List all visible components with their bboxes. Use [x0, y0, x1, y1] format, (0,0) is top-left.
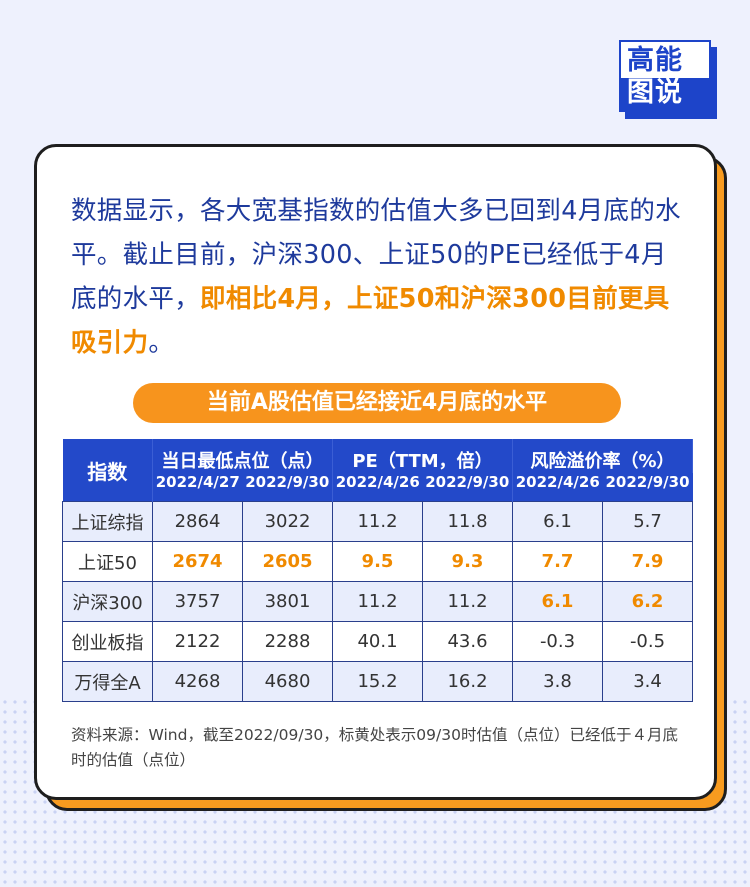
table-cell: 15.2 — [332, 661, 423, 702]
logo-bottom-band — [621, 78, 709, 110]
table-cell: 2122 — [152, 621, 243, 662]
table-row: 上证50 2674 2605 9.5 9.3 7.7 7.9 — [62, 541, 694, 582]
intro-end: 。 — [148, 328, 175, 358]
table-cell-highlighted: 6.1 — [512, 581, 603, 622]
table-cell: 3022 — [242, 501, 333, 542]
logo-frame: 高能 图说 — [619, 40, 711, 112]
table-cell: 4268 — [152, 661, 243, 702]
index-name: 上证50 — [62, 541, 153, 582]
table-row: 上证综指 2864 3022 11.2 11.8 6.1 5.7 — [62, 501, 694, 542]
table-cell: 2288 — [242, 621, 333, 662]
table-cell-highlighted: 7.9 — [601, 541, 694, 582]
table-cell-highlighted: 6.2 — [601, 581, 694, 622]
intro-text: 数据显示，各大宽基指数的估值大多已回到4月底的水平。截止目前，沪深300、上证5… — [71, 196, 681, 314]
table-cell: -0.3 — [512, 621, 603, 662]
table-cell: 4680 — [242, 661, 333, 702]
source-note: 资料来源：Wind，截至2022/09/30，标黄处表示09/30时估值（点位）… — [71, 726, 678, 769]
table-cell-highlighted: 2605 — [242, 541, 333, 582]
index-header: 指数 — [62, 439, 153, 502]
content-card: 数据显示，各大宽基指数的估值大多已回到4月底的水平。截止目前，沪深300、上证5… — [34, 144, 717, 800]
date-header: 2022/4/26 — [512, 473, 603, 502]
group-header-pe: PE（TTM，倍） — [332, 439, 513, 473]
logo: 高能 图说 — [619, 40, 719, 120]
logo-line-2: 图说 — [627, 77, 683, 108]
table-cell: 3.8 — [512, 661, 603, 702]
table-row: 沪深300 3757 3801 11.2 11.2 6.1 6.2 — [62, 581, 694, 622]
table-cell: 6.1 — [512, 501, 603, 542]
intro-paragraph: 数据显示，各大宽基指数的估值大多已回到4月底的水平。截止目前，沪深300、上证5… — [71, 189, 691, 365]
index-name: 创业板指 — [62, 621, 153, 662]
table-cell: 40.1 — [332, 621, 423, 662]
date-header: 2022/4/27 — [152, 473, 243, 502]
table-cell: 3801 — [242, 581, 333, 622]
table-cell: 16.2 — [422, 661, 513, 702]
date-header: 2022/9/30 — [602, 473, 693, 502]
table-cell: 11.2 — [332, 581, 423, 622]
table-row: 创业板指 2122 2288 40.1 43.6 -0.3 -0.5 — [62, 621, 694, 662]
table-cell-highlighted: 2674 — [152, 541, 243, 582]
group-header-risk-premium: 风险溢价率（%） — [512, 439, 694, 473]
index-name: 万得全A — [62, 661, 153, 702]
table-cell: 11.8 — [422, 501, 513, 542]
table-cell: 5.7 — [601, 501, 694, 542]
table-cell-highlighted: 7.7 — [512, 541, 603, 582]
table-cell: -0.5 — [601, 621, 694, 662]
table-cell: 3757 — [152, 581, 243, 622]
index-name: 沪深300 — [62, 581, 153, 622]
table-cell: 2864 — [152, 501, 243, 542]
group-header-points: 当日最低点位（点） — [152, 439, 333, 473]
date-header: 2022/4/26 — [332, 473, 423, 502]
table-cell-highlighted: 9.5 — [332, 541, 423, 582]
table-cell: 43.6 — [422, 621, 513, 662]
table-title: 当前A股估值已经接近4月底的水平 — [133, 383, 621, 423]
table-cell: 11.2 — [332, 501, 423, 542]
intro-highlight: 即相比4月，上证50和沪深300目前更具吸引力 — [71, 284, 670, 358]
table-cell: 11.2 — [422, 581, 513, 622]
date-header: 2022/9/30 — [242, 473, 333, 502]
table-cell: 3.4 — [601, 661, 694, 702]
index-name: 上证综指 — [62, 501, 153, 542]
date-header: 2022/9/30 — [422, 473, 513, 502]
table-cell-highlighted: 9.3 — [422, 541, 513, 582]
logo-line-1: 高能 — [627, 45, 683, 76]
table-row: 万得全A 4268 4680 15.2 16.2 3.8 3.4 — [62, 661, 694, 702]
valuation-table: 指数 当日最低点位（点） PE（TTM，倍） 风险溢价率（%） 2022/4/2… — [62, 439, 694, 702]
